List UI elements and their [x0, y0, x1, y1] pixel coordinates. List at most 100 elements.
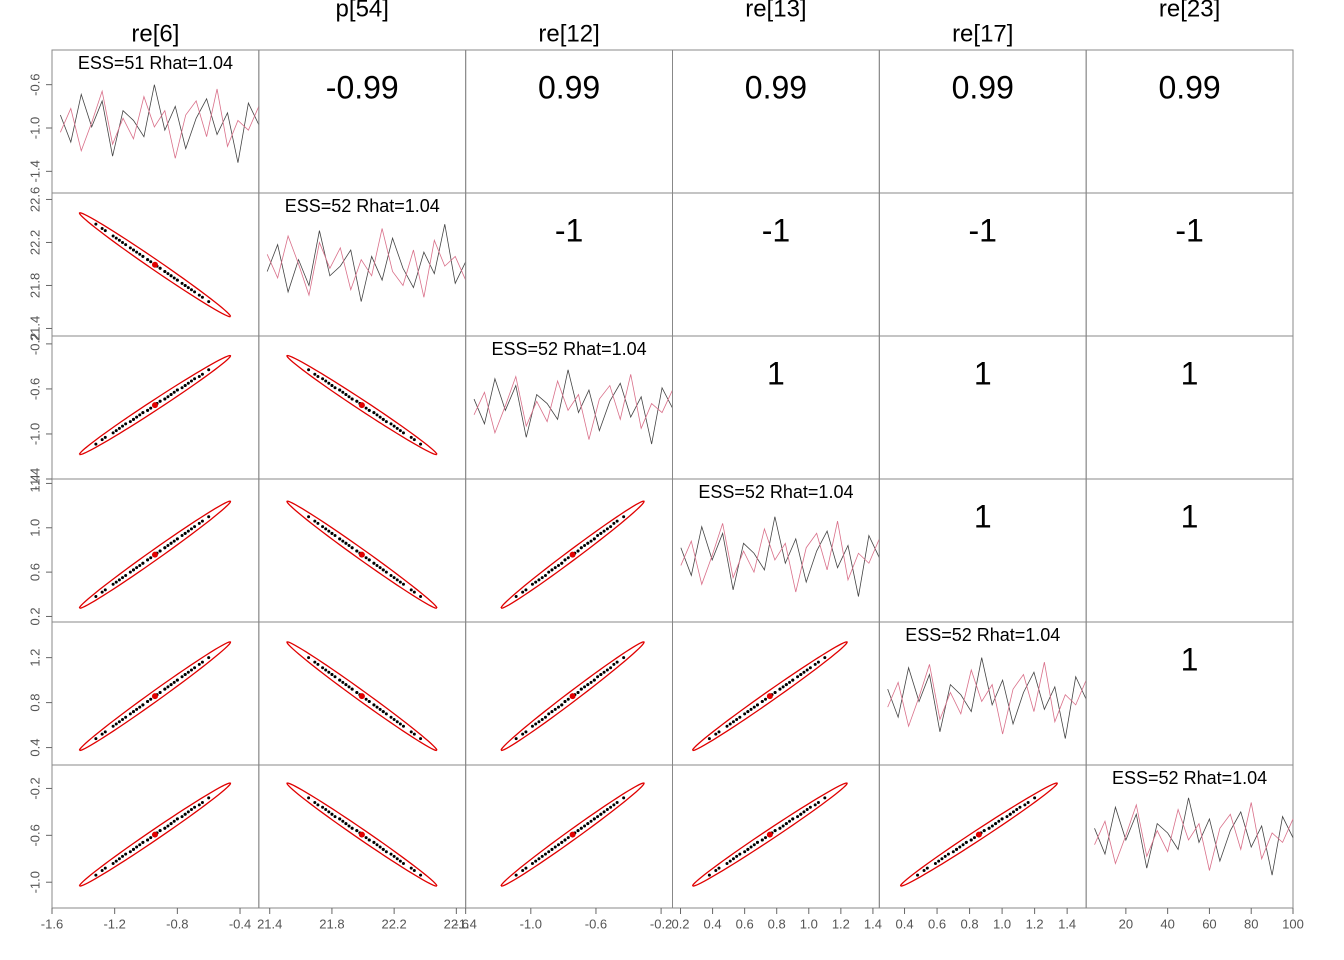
point [609, 805, 613, 809]
point [961, 843, 965, 847]
point [514, 737, 518, 741]
point [799, 812, 803, 816]
point [560, 561, 564, 565]
point [612, 521, 616, 525]
point [599, 531, 603, 535]
point [547, 570, 551, 574]
point [347, 685, 351, 689]
point [313, 660, 317, 664]
point [355, 399, 359, 403]
point [94, 873, 98, 877]
point [324, 527, 328, 531]
point [189, 379, 193, 383]
point [163, 269, 167, 273]
point [175, 678, 179, 682]
point [609, 525, 613, 529]
point [543, 573, 547, 577]
panel [465, 621, 673, 766]
point [166, 685, 170, 689]
point [576, 549, 580, 553]
point [330, 384, 334, 388]
point [566, 556, 570, 560]
point [330, 673, 334, 677]
point [808, 666, 812, 670]
point [791, 817, 795, 821]
point [100, 868, 104, 872]
point [324, 808, 328, 812]
point [589, 680, 593, 684]
point [622, 515, 626, 519]
point [117, 426, 121, 430]
point [755, 703, 759, 707]
point [381, 847, 385, 851]
point [131, 248, 135, 252]
point [94, 737, 98, 741]
point [197, 375, 201, 379]
point [111, 724, 115, 728]
point [707, 873, 711, 877]
point [612, 662, 616, 666]
correlation: -1 [762, 212, 790, 248]
point [773, 690, 777, 694]
point [1005, 815, 1009, 819]
x-tick-label: 60 [1202, 916, 1216, 931]
point [586, 822, 590, 826]
point [524, 588, 528, 592]
point [330, 531, 334, 535]
point [330, 812, 334, 816]
column-title: re[17] [952, 20, 1013, 47]
point [583, 544, 587, 548]
point [355, 690, 359, 694]
point [158, 549, 162, 553]
y-tick-label: 22.6 [27, 187, 42, 212]
point [802, 810, 806, 814]
x-tick-label: 22.6 [444, 916, 469, 931]
point [141, 703, 145, 707]
point [316, 662, 320, 666]
point [521, 868, 525, 872]
point [524, 730, 528, 734]
point [540, 717, 544, 721]
diag-label: ESS=52 Rhat=1.04 [492, 339, 647, 359]
point [389, 422, 393, 426]
point [599, 812, 603, 816]
point [409, 730, 413, 734]
point [589, 819, 593, 823]
point [392, 717, 396, 721]
point [728, 722, 732, 726]
trace-line [59, 88, 260, 159]
point [321, 666, 325, 670]
point [166, 395, 170, 399]
point [207, 656, 211, 660]
point [521, 590, 525, 594]
point [94, 442, 98, 446]
y-tick-label: -1.0 [27, 117, 42, 139]
point [738, 715, 742, 719]
point [189, 288, 193, 292]
point [412, 590, 416, 594]
point [381, 568, 385, 572]
point [802, 670, 806, 674]
point [951, 850, 955, 854]
column-title: p[54] [336, 0, 389, 22]
point [344, 393, 348, 397]
point [193, 666, 197, 670]
point [103, 588, 107, 592]
y-tick-label: 21.8 [27, 273, 42, 298]
point [622, 796, 626, 800]
diag-label: ESS=52 Rhat=1.04 [1112, 768, 1267, 788]
point [193, 290, 197, 294]
point [193, 525, 197, 529]
point [163, 687, 167, 691]
point [602, 670, 606, 674]
point [124, 573, 128, 577]
point [566, 697, 570, 701]
point [791, 678, 795, 682]
ellipse [500, 500, 645, 609]
point [138, 413, 142, 417]
point [375, 413, 379, 417]
correlation: 0.99 [745, 69, 807, 105]
point [111, 861, 115, 865]
point [612, 803, 616, 807]
point [579, 687, 583, 691]
